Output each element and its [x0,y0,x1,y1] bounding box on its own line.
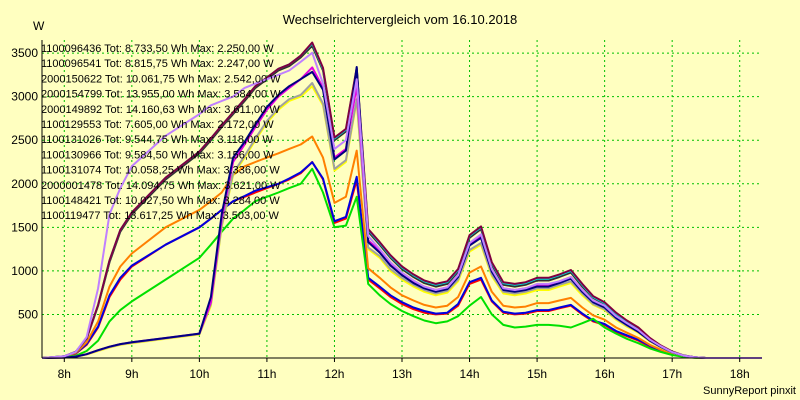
y-tick-label-4: 2500 [11,133,38,147]
x-tick-label-4: 12h [324,367,344,381]
y-tick-label-6: 3500 [11,46,38,60]
x-tick-label-1: 9h [125,367,138,381]
series-line-1100119477 [41,51,762,359]
series-line-2000150622 [41,135,762,359]
x-tick-label-0: 8h [58,367,71,381]
x-tick-label-10: 18h [730,367,750,381]
legend-entry-1100096436: 1100096436 Tot: 8.733,50 Wh Max: 2.250,0… [41,43,274,55]
y-axis-unit-label: W [33,19,45,33]
legend-entry-1100096541: 1100096541 Tot: 8.815,75 Wh Max: 2.247,0… [41,58,274,70]
y-tick-label-2: 1500 [11,220,38,234]
y-tick-label-5: 3000 [11,90,38,104]
x-tick-label-7: 15h [527,367,547,381]
y-tick-label-1: 1000 [11,264,38,278]
legend-entry-2000154799: 2000154799 Tot: 13.955,00 Wh Max: 3.584,… [41,89,281,101]
footer-credit: SunnyReport pinxit [703,385,796,397]
legend-entry-2000149892: 2000149892 Tot: 14.160,63 Wh Max: 3.611,… [41,104,280,116]
y-tick-label-0: 500 [18,307,38,321]
legend: 1100096436 Tot: 8.733,50 Wh Max: 2.250,0… [41,43,281,222]
x-axis-ticks: 8h 9h 10h 11h 12h 13h 14h 15h 16h 17h 18h [58,358,750,381]
y-tick-label-3: 2000 [11,177,38,191]
legend-entry-2000001478: 2000001478 Tot: 14.094,75 Wh Max: 3.621,… [41,180,281,192]
legend-entry-1100119477: 1100119477 Tot: 13.617,25 Wh Max: 3.503,… [41,210,280,222]
series-line-2000001478 [41,41,762,359]
legend-entry-1100131026: 1100131026 Tot: 9.544,75 Wh Max: 3.118,0… [41,134,273,146]
legend-entry-1100130966: 1100130966 Tot: 9.584,50 Wh Max: 3.156,0… [41,149,274,161]
x-tick-label-9: 17h [662,367,682,381]
x-tick-label-3: 11h [257,367,276,381]
y-axis-ticks: 500 1000 1500 2000 2500 3000 3500 [11,46,38,321]
legend-entry-1100148421: 1100148421 Tot: 10.027,50 Wh Max: 3.284,… [41,195,280,207]
chart-title: Wechselrichtervergleich vom 16.10.2018 [283,12,518,27]
legend-entry-1100131074: 1100131074 Tot: 10.058,25 Wh Max: 3.336,… [41,165,280,177]
legend-entry-1100129553: 1100129553 Tot: 7.605,00 Wh Max: 2.172,0… [41,119,274,131]
x-tick-label-6: 14h [460,367,480,381]
legend-entry-2000150622: 2000150622 Tot: 10.061,75 Wh Max: 2.542,… [41,73,281,85]
x-tick-label-2: 10h [189,367,209,381]
x-tick-label-5: 13h [392,367,412,381]
series-lines [41,41,762,359]
x-tick-label-8: 16h [595,367,615,381]
series-line-1100129553 [41,167,762,359]
